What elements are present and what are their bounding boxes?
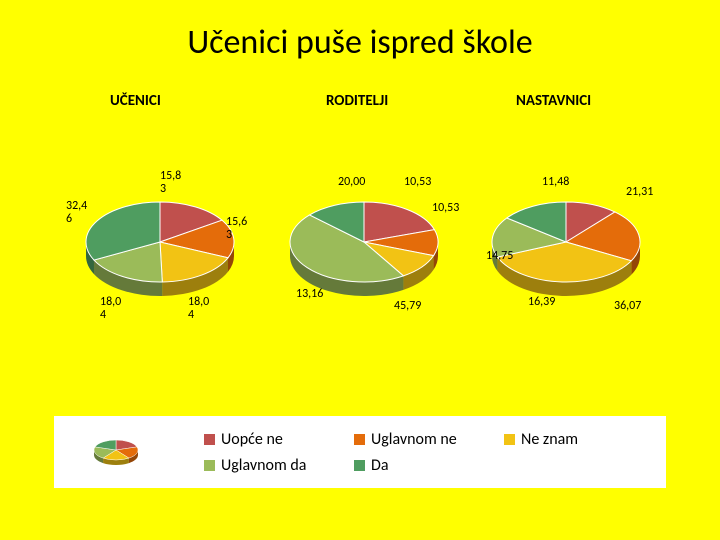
legend-item-uopce-ne: Uopće ne [204,430,283,449]
slice-label: 13,16 [296,288,323,301]
slice-label: 20,00 [338,176,365,189]
legend-label: Ne znam [521,430,578,449]
legend-item-uglavnom-ne: Uglavnom ne [354,430,457,449]
swatch-uopce-ne [204,434,215,445]
slice-label: 16,39 [528,296,555,309]
slice-label: 10,53 [432,202,459,215]
legend-item-ne-znam: Ne znam [504,430,578,449]
legend-panel: Uopće ne Uglavnom ne Ne znam Uglavnom da… [54,416,666,488]
legend-label: Uglavnom ne [371,430,457,449]
swatch-ne-znam [504,434,515,445]
legend-label: Da [371,456,389,475]
slice-label: 11,48 [542,176,569,189]
slice-label: 45,79 [394,300,421,313]
swatch-uglavnom-da [204,460,215,471]
legend-mini-pie [54,416,194,488]
slice-label: 32,4 6 [66,200,87,226]
legend-label: Uopće ne [221,430,283,449]
slice-label: 15,8 3 [160,170,181,196]
slice-label: 15,6 3 [226,216,247,242]
legend-label: Uglavnom da [221,456,306,475]
slice-label: 21,31 [626,186,653,199]
slice-label: 10,53 [404,176,431,189]
slice-label: 14,75 [486,250,513,263]
swatch-uglavnom-ne [354,434,365,445]
legend-item-da: Da [354,456,389,475]
slice-label: 18,0 4 [100,296,121,322]
legend-item-uglavnom-da: Uglavnom da [204,456,306,475]
slice-label: 18,0 4 [188,296,209,322]
swatch-da [354,460,365,471]
slice-label: 36,07 [614,300,641,313]
